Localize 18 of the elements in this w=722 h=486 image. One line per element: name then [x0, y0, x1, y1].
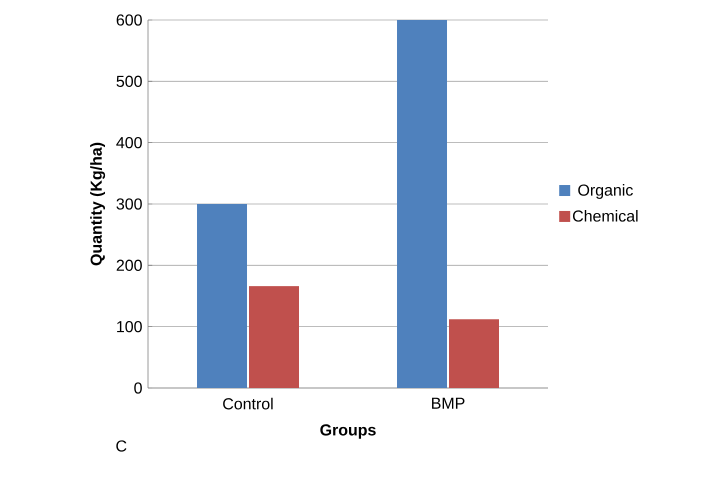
bar: [397, 20, 448, 388]
text: C: [116, 440, 126, 452]
y-tick-label: 200: [116, 260, 142, 271]
y-tick-label: 0: [134, 382, 142, 394]
bar: [197, 204, 248, 388]
x-tick-label: Control: [223, 398, 273, 410]
y-tick-label: 300: [116, 198, 142, 210]
y-tick-label: 500: [116, 76, 142, 87]
bar: [449, 319, 500, 388]
x-tick-label: BMP: [432, 398, 464, 409]
y-axis-title: Quantity (Kg/ha): [90, 142, 106, 266]
y-tick-label: 600: [116, 14, 142, 26]
y-tick-label: 400: [116, 137, 142, 148]
bar: [249, 286, 300, 388]
legend-label: Chemical: [573, 210, 638, 222]
legend-label: Organic: [578, 184, 633, 199]
x-axis-title: Groups: [320, 424, 376, 439]
y-tick-label: 100: [117, 321, 142, 332]
